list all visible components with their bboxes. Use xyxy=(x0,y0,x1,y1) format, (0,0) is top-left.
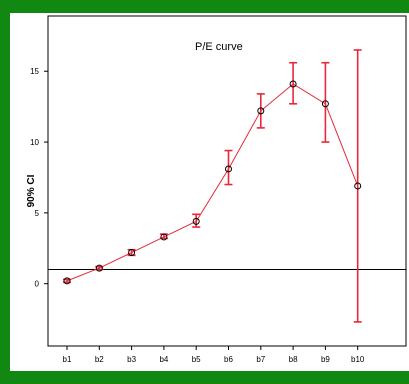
x-tick-label: b5 xyxy=(192,355,201,364)
chart-panel: P/E curve 90% CI 0 5 10 15 b1 b2 b3 b4 b5 b6 b7 b8… xyxy=(10,13,409,371)
error-bar xyxy=(289,61,298,105)
x-axis: b1 b2 b3 b4 b5 b6 b7 b8 b9 b10 xyxy=(63,346,365,364)
data-point xyxy=(160,233,168,241)
x-tick-label: b4 xyxy=(159,355,168,364)
data-point xyxy=(354,182,362,190)
y-axis-label: 90% CI xyxy=(26,174,37,207)
y-axis: 0 5 10 15 xyxy=(30,67,48,289)
data-point xyxy=(225,165,232,173)
chart-title: P/E curve xyxy=(195,41,243,53)
error-bar xyxy=(192,213,201,228)
data-point xyxy=(257,107,265,115)
y-tick-label: 5 xyxy=(35,209,40,218)
x-tick-label: b3 xyxy=(127,355,136,364)
data-point xyxy=(321,100,329,108)
data-point xyxy=(289,80,297,88)
x-tick-label: b7 xyxy=(256,355,265,364)
error-bar xyxy=(321,61,330,143)
data-points-layer xyxy=(63,80,362,285)
x-tick-label: b6 xyxy=(224,355,233,364)
x-tick-label: b1 xyxy=(63,355,72,364)
data-point xyxy=(95,264,103,272)
x-tick-label: b2 xyxy=(95,355,104,364)
error-bar xyxy=(256,93,265,129)
x-tick-label: b8 xyxy=(289,355,298,364)
plot-frame xyxy=(47,15,407,347)
error-bar xyxy=(353,49,362,323)
y-tick-label: 15 xyxy=(30,67,39,76)
series-line xyxy=(66,83,359,282)
error-bar xyxy=(224,149,233,186)
series-line-layer xyxy=(66,83,359,282)
data-point xyxy=(128,249,136,257)
data-point xyxy=(192,217,200,225)
data-point xyxy=(63,277,71,285)
x-tick-label: b9 xyxy=(321,355,330,364)
x-tick-label: b10 xyxy=(351,355,365,364)
pe-curve-chart: P/E curve 90% CI 0 5 10 15 b1 b2 b3 b4 b5 b6 b7 b8… xyxy=(26,15,407,364)
y-tick-label: 0 xyxy=(35,280,40,289)
error-bars-layer xyxy=(63,49,362,323)
y-tick-label: 10 xyxy=(30,138,39,147)
